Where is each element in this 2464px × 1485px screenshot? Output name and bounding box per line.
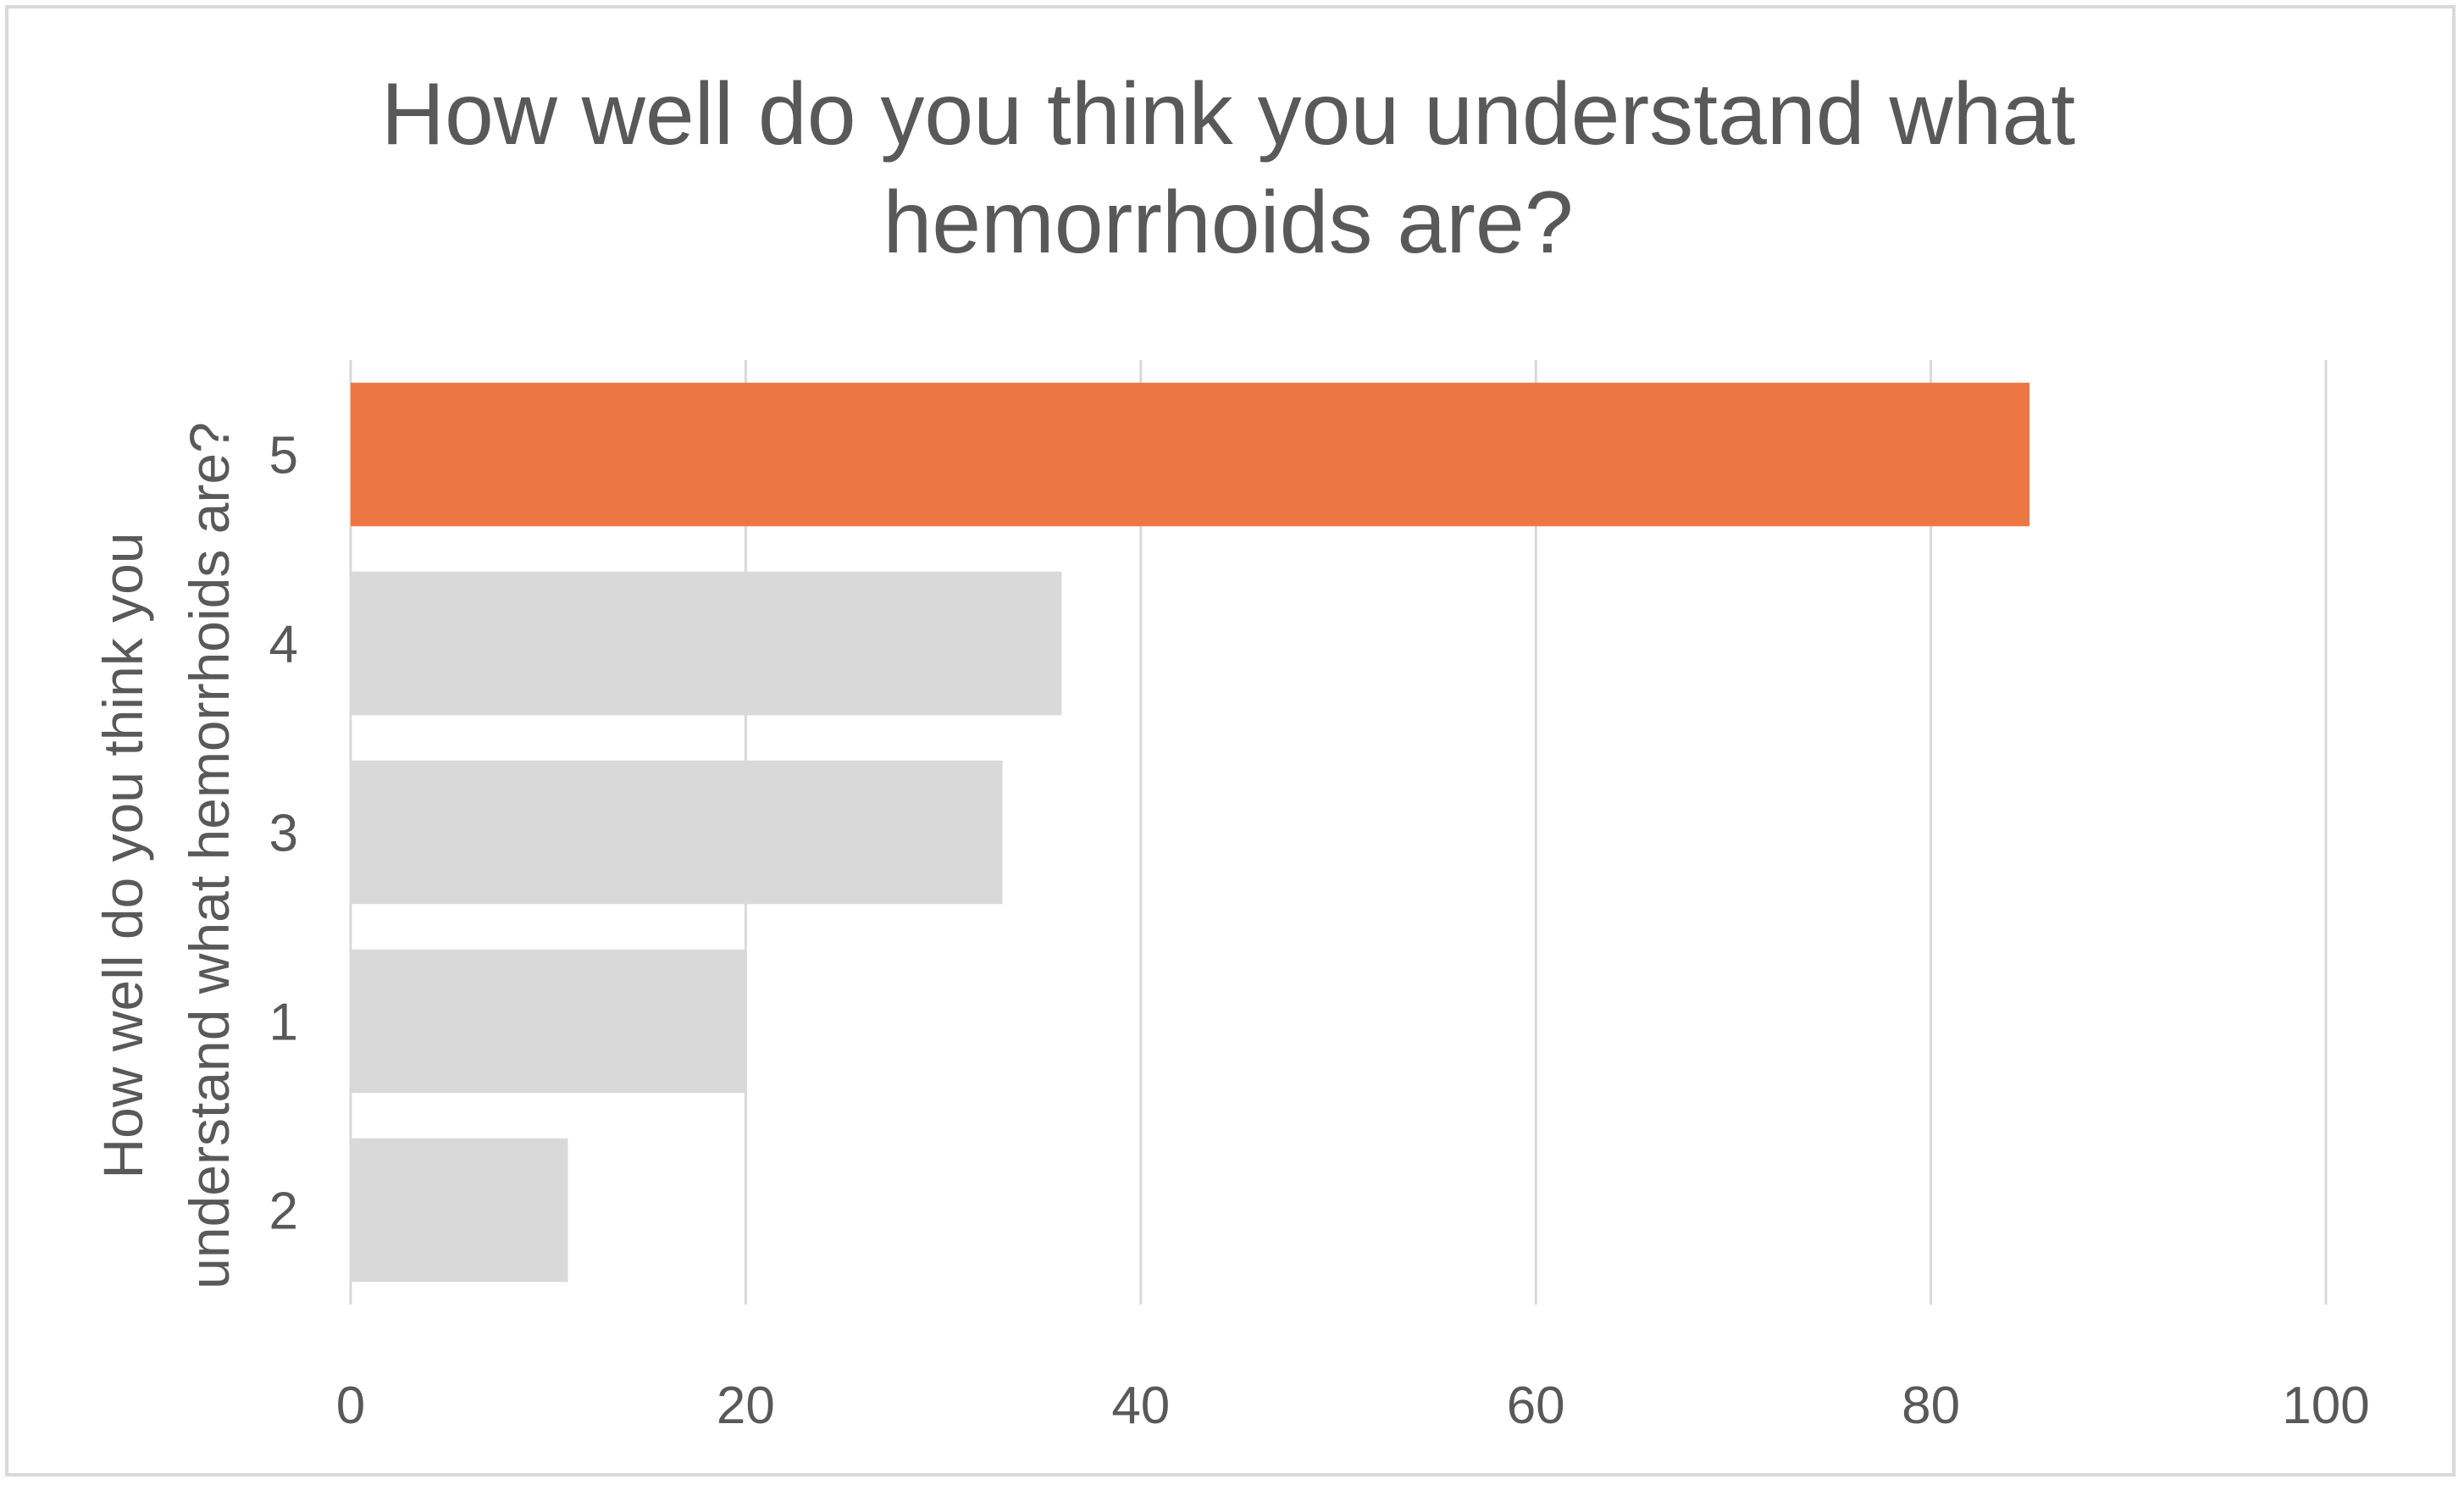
x-tick-label-60: 60 xyxy=(1507,1377,1565,1435)
chart-title-line-1: How well do you think you understand wha… xyxy=(381,65,2075,163)
x-tick-labels: 0 20 40 60 80 100 xyxy=(336,1377,2370,1435)
category-labels: 5 4 3 1 2 xyxy=(269,427,298,1241)
x-tick-label-100: 100 xyxy=(2282,1377,2369,1435)
bars xyxy=(351,382,2030,1283)
x-tick-label-0: 0 xyxy=(336,1377,365,1435)
category-label-4: 4 xyxy=(269,616,298,674)
chart-title-line-2: hemorrhoids are? xyxy=(883,174,1573,272)
bar-2 xyxy=(351,1138,568,1283)
category-label-3: 3 xyxy=(269,805,298,863)
category-label-2: 2 xyxy=(269,1183,298,1241)
x-tick-label-20: 20 xyxy=(717,1377,775,1435)
category-label-5: 5 xyxy=(269,427,298,485)
bar-5 xyxy=(351,382,2030,527)
x-tick-label-40: 40 xyxy=(1111,1377,1170,1435)
y-axis-title-line-2: understand what hemorrhoids are? xyxy=(178,422,241,1289)
y-axis-title-line-1: How well do you think you xyxy=(91,532,154,1178)
x-tick-label-80: 80 xyxy=(1902,1377,1960,1435)
bar-4 xyxy=(351,571,1062,716)
bar-3 xyxy=(351,760,1003,905)
category-label-1: 1 xyxy=(269,994,298,1052)
bar-1 xyxy=(351,949,746,1094)
chart-title: How well do you think you understand wha… xyxy=(381,65,2075,272)
y-axis-title: How well do you think you understand wha… xyxy=(91,422,241,1289)
